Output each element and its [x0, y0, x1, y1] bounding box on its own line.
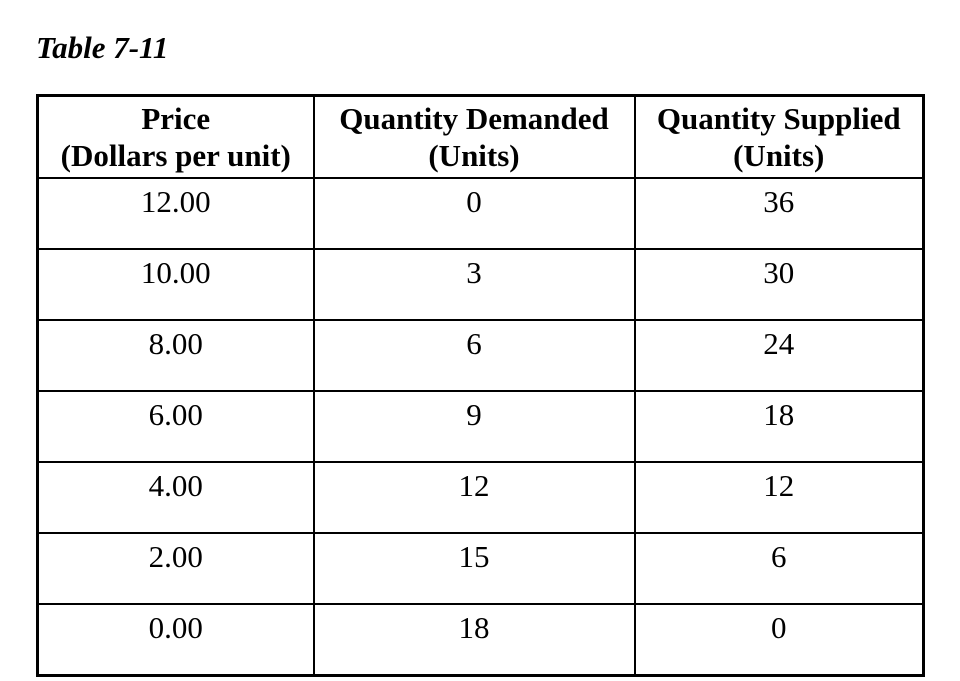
header-quantity-demanded-title: Quantity Demanded	[339, 101, 609, 136]
table-caption: Table 7-11	[36, 30, 169, 65]
cell-quantity-demanded: 0	[312, 177, 636, 250]
table-container: Price (Dollars per unit) Quantity Demand…	[36, 94, 925, 677]
table-row: 6.00 9 18	[36, 390, 925, 463]
table-row: 10.00 3 30	[36, 248, 925, 321]
cell-quantity-demanded: 12	[312, 461, 636, 534]
cell-quantity-demanded: 18	[312, 603, 636, 677]
header-price-title: Price	[141, 101, 211, 136]
cell-quantity-demanded: 6	[312, 319, 636, 392]
table-row: 12.00 0 36	[36, 177, 925, 250]
cell-price: 10.00	[36, 248, 315, 321]
cell-price: 4.00	[36, 461, 315, 534]
table-row: 4.00 12 12	[36, 461, 925, 534]
table-body: 12.00 0 36 10.00 3 30 8.00 6 24 6.00 9 1…	[36, 177, 925, 677]
cell-quantity-demanded: 9	[312, 390, 636, 463]
cell-price: 0.00	[36, 603, 315, 677]
table-header: Price (Dollars per unit) Quantity Demand…	[36, 94, 925, 179]
table-row: 8.00 6 24	[36, 319, 925, 392]
cell-quantity-supplied: 12	[633, 461, 925, 534]
header-quantity-supplied-title: Quantity Supplied	[656, 101, 901, 136]
cell-quantity-supplied: 36	[633, 177, 925, 250]
header-row: Price (Dollars per unit) Quantity Demand…	[36, 94, 925, 179]
header-quantity-demanded-unit: (Units)	[428, 138, 520, 173]
cell-quantity-supplied: 18	[633, 390, 925, 463]
cell-price: 2.00	[36, 532, 315, 605]
cell-price: 12.00	[36, 177, 315, 250]
cell-quantity-demanded: 15	[312, 532, 636, 605]
table-row: 0.00 18 0	[36, 603, 925, 677]
price-quantity-table: Price (Dollars per unit) Quantity Demand…	[36, 94, 925, 677]
cell-quantity-supplied: 30	[633, 248, 925, 321]
cell-price: 6.00	[36, 390, 315, 463]
table-row: 2.00 15 6	[36, 532, 925, 605]
cell-quantity-supplied: 6	[633, 532, 925, 605]
header-price: Price (Dollars per unit)	[36, 94, 315, 179]
header-quantity-supplied-unit: (Units)	[733, 138, 825, 173]
cell-quantity-demanded: 3	[312, 248, 636, 321]
header-quantity-supplied: Quantity Supplied (Units)	[633, 94, 925, 179]
cell-quantity-supplied: 24	[633, 319, 925, 392]
cell-quantity-supplied: 0	[633, 603, 925, 677]
header-price-unit: (Dollars per unit)	[60, 138, 291, 173]
cell-price: 8.00	[36, 319, 315, 392]
header-quantity-demanded: Quantity Demanded (Units)	[312, 94, 636, 179]
